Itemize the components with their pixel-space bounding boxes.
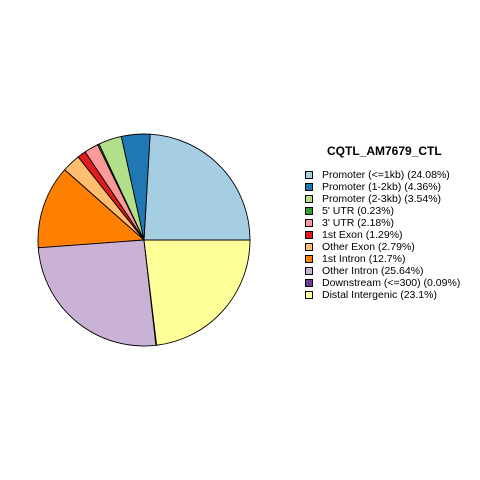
legend-label: Promoter (<=1kb) (24.08%) (322, 169, 450, 181)
legend-label: Promoter (1-2kb) (4.36%) (322, 181, 442, 193)
legend-label: Distal Intergenic (23.1%) (322, 289, 437, 301)
legend-item: 3' UTR (2.18%) (305, 217, 475, 229)
legend-item: 1st Intron (12.7%) (305, 253, 475, 265)
legend-label: Other Intron (25.64%) (322, 265, 424, 277)
legend-title: CQTL_AM7679_CTL (327, 144, 442, 158)
legend-item: Downstream (<=300) (0.09%) (305, 277, 475, 289)
legend-items: Promoter (<=1kb) (24.08%) Promoter (1-2kb… (305, 169, 475, 301)
legend-swatch (305, 255, 313, 263)
legend-swatch (305, 243, 313, 251)
legend-item: Other Exon (2.79%) (305, 241, 475, 253)
legend-swatch (305, 279, 313, 287)
legend-item: 5' UTR (0.23%) (305, 205, 475, 217)
pie-slice-8 (37, 239, 157, 347)
legend-swatch (305, 291, 313, 299)
legend-item: Promoter (<=1kb) (24.08%) (305, 169, 475, 181)
legend-item: Distal Intergenic (23.1%) (305, 289, 475, 301)
legend-label: 3' UTR (2.18%) (322, 217, 395, 229)
legend-swatch (305, 267, 313, 275)
pie-slices (37, 133, 251, 347)
pie-slice-0 (143, 133, 251, 241)
legend: CQTL_AM7679_CTL Promoter (<=1kb) (24.08%… (305, 144, 475, 301)
legend-item: 1st Exon (1.29%) (305, 229, 475, 241)
legend-item: Other Intron (25.64%) (305, 265, 475, 277)
legend-label: Other Exon (2.79%) (322, 241, 415, 253)
legend-swatch (305, 219, 313, 227)
legend-swatch (305, 183, 313, 191)
legend-label: 5' UTR (0.23%) (322, 205, 395, 217)
pie-slice-10 (143, 239, 251, 346)
legend-label: 1st Intron (12.7%) (322, 253, 406, 265)
legend-swatch (305, 195, 313, 203)
legend-swatch (305, 207, 313, 215)
legend-item: Promoter (1-2kb) (4.36%) (305, 181, 475, 193)
legend-label: Promoter (2-3kb) (3.54%) (322, 193, 442, 205)
legend-label: Downstream (<=300) (0.09%) (322, 277, 461, 289)
legend-swatch (305, 231, 313, 239)
legend-item: Promoter (2-3kb) (3.54%) (305, 193, 475, 205)
pie-slice-7 (37, 169, 145, 249)
legend-label: 1st Exon (1.29%) (322, 229, 403, 241)
legend-swatch (305, 171, 313, 179)
